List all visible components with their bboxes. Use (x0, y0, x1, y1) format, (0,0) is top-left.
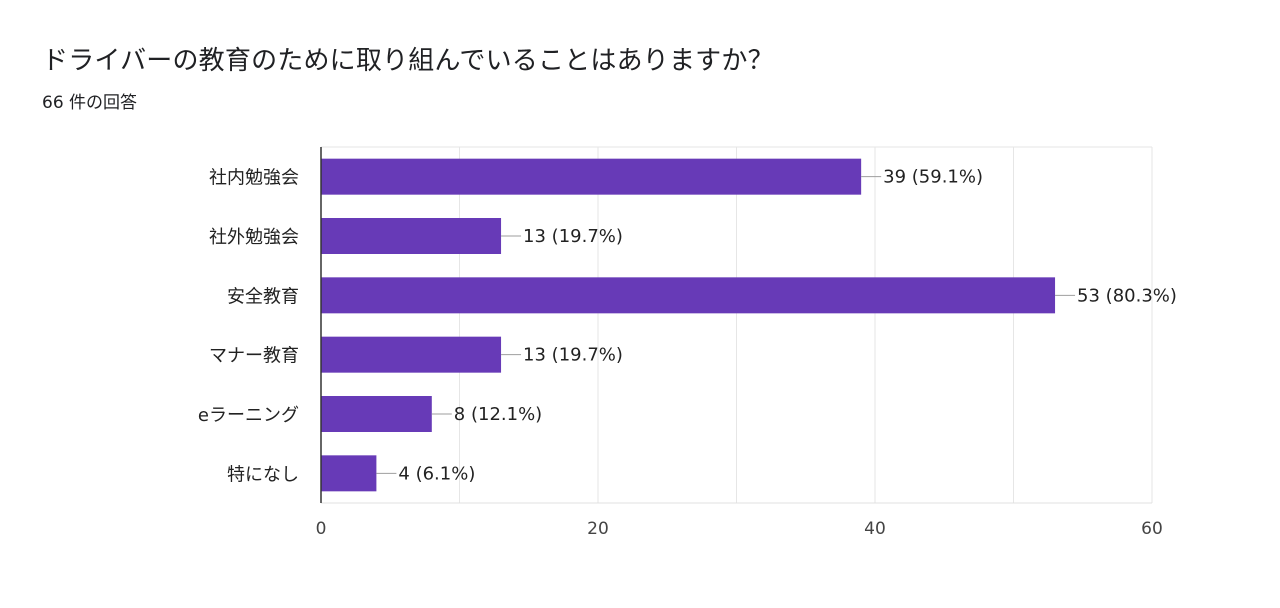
data-label: 13 (19.7%) (523, 226, 623, 247)
data-label: 39 (59.1%) (883, 167, 983, 188)
bar (321, 158, 862, 195)
x-tick-label: 60 (1141, 519, 1163, 539)
data-label: 8 (12.1%) (454, 404, 542, 425)
category-label: 安全教育 (227, 286, 299, 307)
bar (321, 455, 377, 492)
bar (321, 396, 432, 432)
data-label: 53 (80.3%) (1077, 285, 1177, 306)
response-count: 66 件の回答 (42, 93, 138, 113)
chart-title: ドライバーの教育のために取り組んでいることはありますか？ (42, 46, 774, 76)
category-label: 社外勉強会 (209, 227, 299, 248)
x-tick-label: 0 (316, 519, 327, 539)
data-label: 13 (19.7%) (523, 345, 623, 366)
category-label: 社内勉強会 (209, 168, 299, 189)
bar (321, 336, 502, 373)
category-label: eラーニング (198, 405, 299, 426)
x-tick-label: 20 (587, 519, 609, 539)
x-tick-label: 40 (864, 519, 886, 539)
bar (321, 277, 1056, 314)
category-label: 特になし (227, 464, 299, 485)
data-label: 4 (6.1%) (398, 463, 475, 484)
category-label: マナー教育 (209, 346, 299, 367)
bar (321, 218, 502, 254)
